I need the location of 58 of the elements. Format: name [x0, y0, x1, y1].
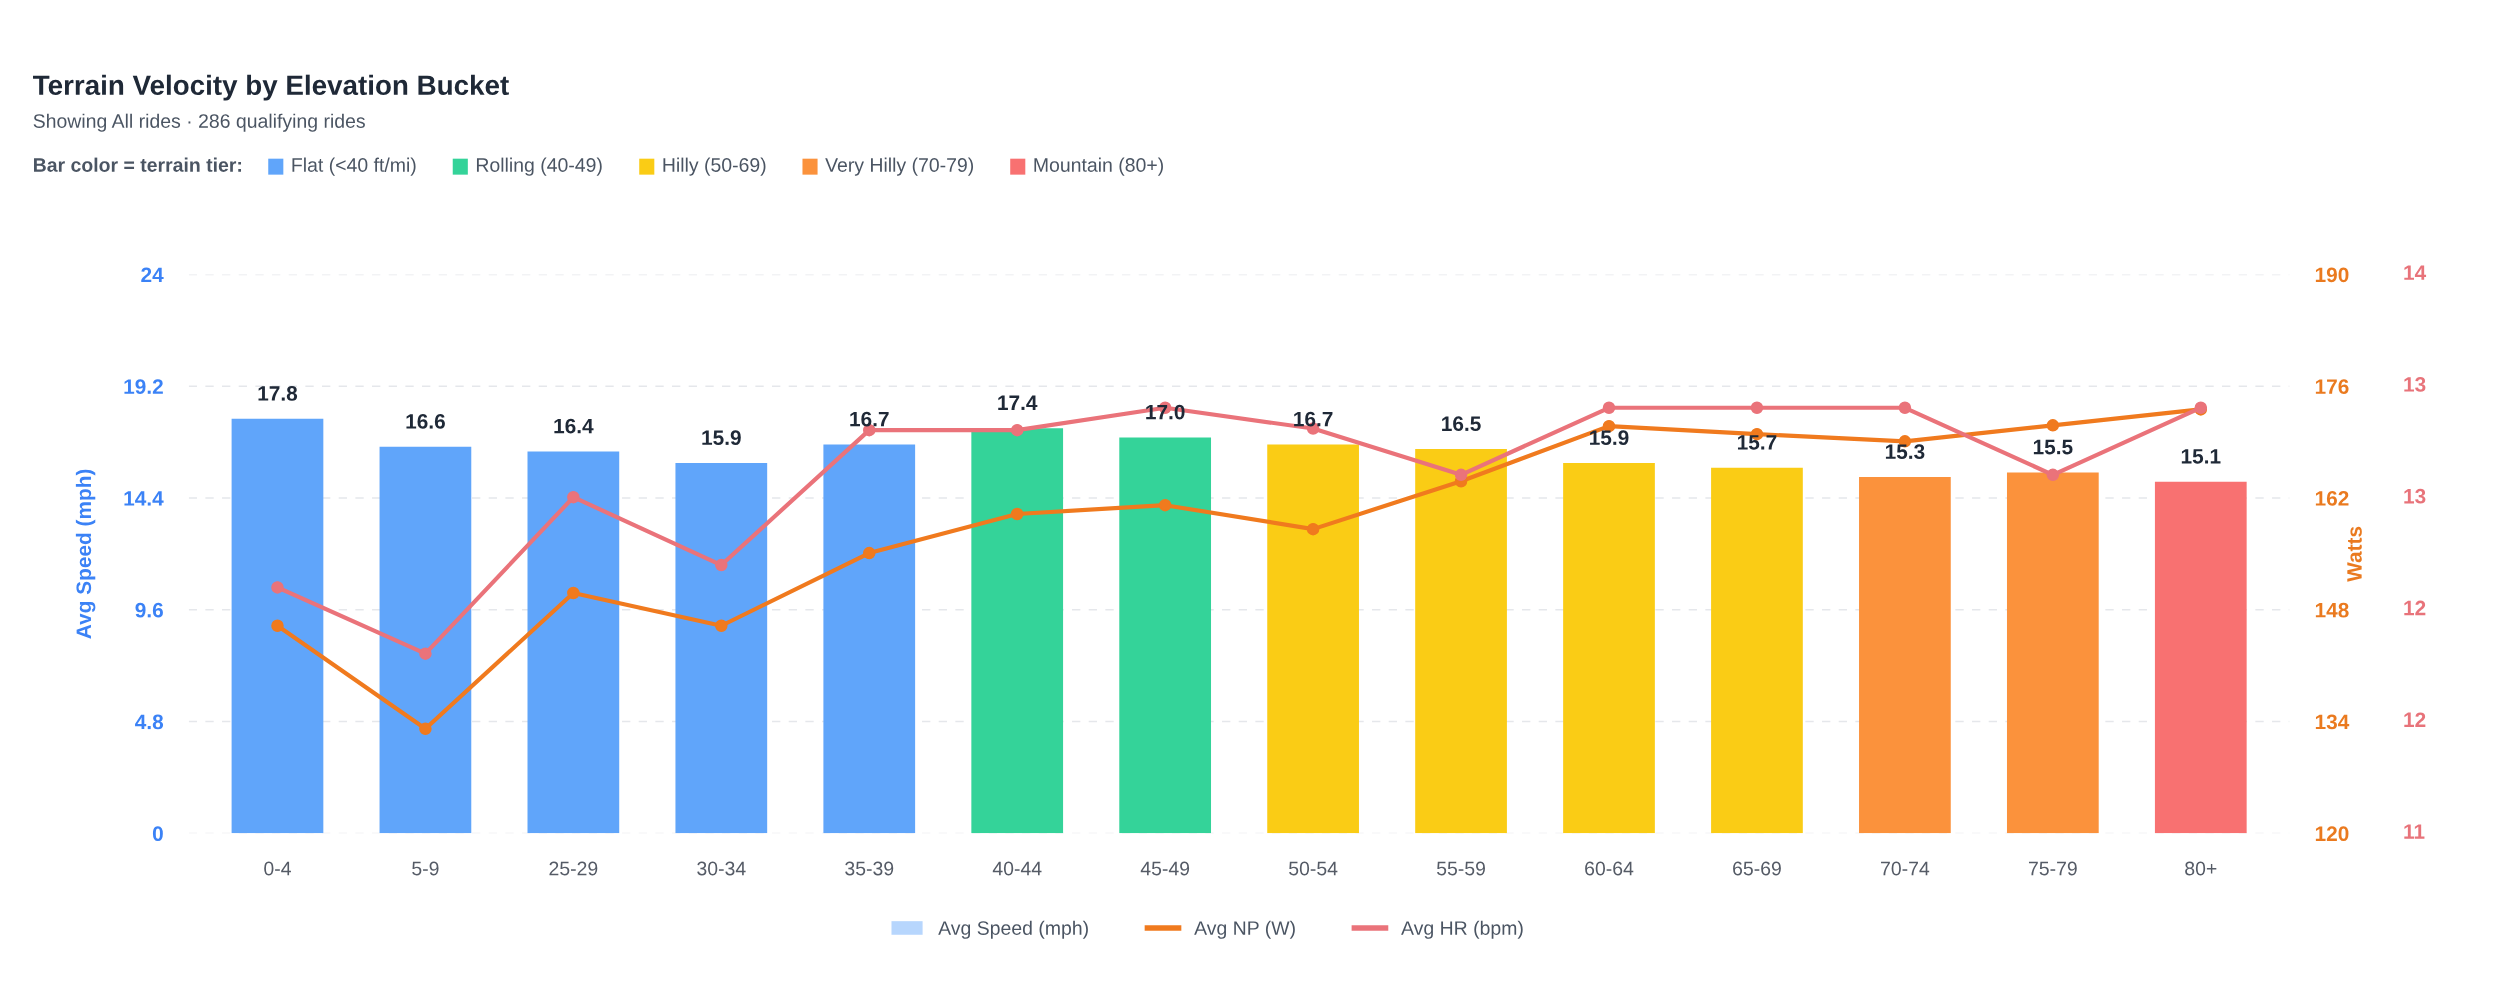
y2-axis-title: Watts	[2347, 526, 2362, 582]
x-tick-label: 0-4	[264, 861, 291, 876]
data-label: 15.3	[1885, 444, 1925, 460]
data-label: 15.9	[1590, 430, 1629, 446]
y-tick-label: 19.2	[124, 379, 163, 394]
data-label: 16.7	[850, 411, 889, 427]
text: Flat (<40 ft/mi)	[292, 157, 416, 176]
text: Hilly (50-69)	[663, 157, 766, 176]
y-tick-label: 0	[152, 826, 163, 842]
x-tick-label: 65-69	[1733, 861, 1781, 876]
x-tick-label: 55-59	[1436, 861, 1485, 876]
legend-label: Avg HR (bpm)	[1401, 920, 1523, 939]
data-label: 15.9	[702, 430, 741, 446]
x-tick-label: 75-79	[2028, 861, 2077, 876]
x-tick-label: 25-29	[549, 861, 598, 876]
legend-label: Avg NP (W)	[1194, 920, 1295, 939]
data-label: 15.7	[1737, 435, 1777, 450]
x-tick-label: 30-34	[697, 861, 746, 876]
chart-subtitle: Showing All rides · 286 qualifying rides	[33, 113, 365, 132]
y2-tick-label: 120	[2315, 826, 2349, 842]
legend-label: Avg Speed (mph)	[938, 920, 1088, 939]
x-tick-label: 80+	[2185, 861, 2217, 876]
data-label: 16.4	[554, 418, 594, 434]
data-label: 15.1	[2181, 449, 2221, 464]
y-tick-label: 14.4	[124, 491, 164, 506]
text: 12	[2404, 600, 2426, 616]
y2-tick-label: 162	[2315, 491, 2349, 506]
y2-tick-label: 148	[2315, 602, 2349, 618]
x-tick-label: 40-44	[992, 861, 1042, 876]
y-tick-label: 4.8	[135, 714, 164, 730]
y-tick-label: 9.6	[135, 602, 163, 618]
legend-title: Bar color = terrain tier:	[34, 157, 242, 172]
y-axis-title: Avg Speed (mph)	[75, 469, 96, 639]
data-label: 16.5	[1442, 416, 1481, 432]
x-tick-label: 70-74	[1881, 861, 1930, 876]
data-label: 16.7	[1294, 411, 1333, 427]
x-tick-label: 45-49	[1140, 861, 1190, 876]
text: 13	[2404, 377, 2426, 392]
text: 12	[2404, 712, 2426, 727]
text: Mountain (80+)	[1034, 157, 1163, 176]
x-tick-label: 50-54	[1289, 861, 1338, 876]
data-label: 17.8	[258, 386, 298, 401]
y-tick-label: 24	[141, 267, 164, 282]
text: Rolling (40-49)	[476, 157, 602, 176]
text: 11	[2404, 824, 2425, 839]
text: Very Hilly (70-79)	[825, 157, 974, 176]
y2-tick-label: 190	[2315, 267, 2349, 283]
y2-tick-label: 176	[2315, 379, 2349, 394]
text: 13	[2404, 488, 2426, 504]
x-tick-label: 5-9	[412, 861, 439, 876]
data-label: 15.5	[2033, 439, 2073, 455]
y2-tick-label: 134	[2315, 714, 2350, 730]
data-label: 16.6	[406, 414, 445, 429]
x-tick-label: 60-64	[1585, 861, 1634, 876]
chart-title: Terrain Velocity by Elevation Bucket	[33, 74, 509, 101]
x-tick-label: 35-39	[845, 861, 894, 876]
text: 14	[2404, 265, 2427, 280]
data-label: 17.4	[998, 395, 1038, 410]
